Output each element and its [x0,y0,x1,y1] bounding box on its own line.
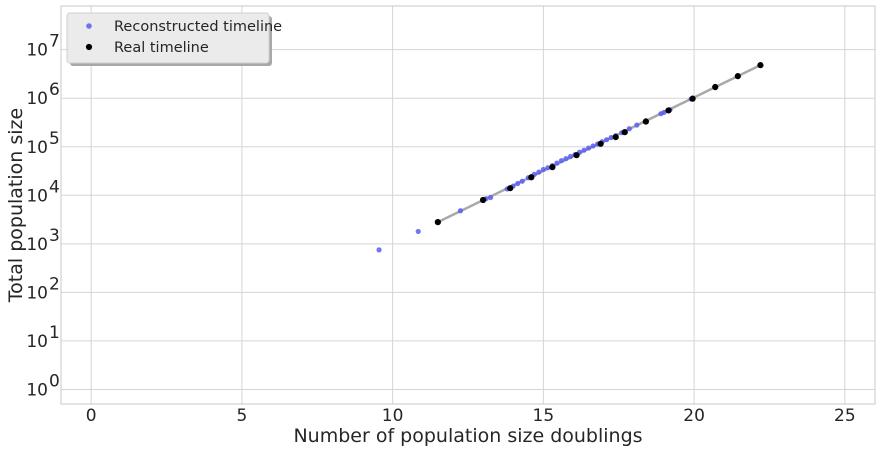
x-tick-label-2: 10 [382,406,404,426]
y-tick-label-6: 10 [26,89,48,109]
legend-marker-1 [85,43,93,51]
point-s0-16 [558,157,565,164]
legend-label-0: Reconstructed timeline [114,19,282,35]
y-tick-label-7: 10 [26,41,48,61]
legend-box [66,12,270,64]
y-tick-label-0: 10 [26,380,48,400]
point-s0-12 [540,166,546,173]
point-s1-3 [528,174,535,181]
point-s1-9 [642,118,649,125]
point-s1-14 [757,62,764,69]
point-s0-8 [519,178,525,184]
point-s0-4 [488,194,494,201]
point-s0-15 [554,160,560,166]
point-s0-17 [563,156,569,162]
point-s0-34 [661,109,667,116]
x-tick-label-1: 5 [236,406,247,426]
y-tick-label-3: 10 [26,235,48,255]
point-s1-7 [612,134,619,141]
point-s0-21 [581,147,587,153]
point-s0-13 [545,165,551,171]
y-tick-label-2: 10 [26,283,48,303]
data-points [376,62,764,253]
point-s0-31 [634,122,640,128]
point-s0-22 [585,145,592,151]
point-s1-8 [621,129,628,136]
legend: Reconstructed timeline Real timeline [66,12,282,66]
y-tick-label-5: 10 [26,138,48,158]
point-s1-0 [434,219,441,226]
x-axis-ticks: 0 5 10 15 20 25 [86,406,856,426]
y-tick-exponent-4: 4 [49,177,60,197]
point-s1-5 [573,152,580,159]
y-tick-exponent-3: 3 [49,226,60,246]
y-tick-label-4: 10 [26,186,48,206]
series-1 [434,62,764,226]
point-s1-10 [665,107,672,114]
point-s0-11 [536,169,542,175]
y-axis-label: Total population size [5,108,27,303]
point-s1-11 [689,95,696,102]
legend-label-1: Real timeline [114,40,209,56]
y-tick-exponent-2: 2 [49,274,60,294]
x-tick-label-3: 15 [533,406,555,426]
point-s0-30 [626,126,632,132]
point-s0-27 [608,134,614,141]
y-tick-exponent-6: 6 [49,80,60,100]
point-s0-1 [415,228,421,235]
point-s0-18 [567,153,574,160]
point-s0-0 [376,247,382,253]
point-s1-1 [479,196,487,204]
x-tick-label-5: 25 [834,406,856,426]
point-s1-13 [734,73,741,80]
plot-frame [60,5,876,405]
gridlines [61,6,875,404]
point-s0-23 [590,143,596,149]
y-tick-label-1: 10 [26,332,48,352]
point-s1-4 [549,164,556,171]
x-tick-label-4: 20 [683,406,705,426]
x-tick-label-0: 0 [86,406,97,426]
point-s1-6 [597,140,604,147]
x-axis-label: Number of population size doublings [293,425,642,447]
point-s1-2 [507,185,514,192]
y-tick-exponent-1: 1 [49,323,60,343]
point-s0-26 [604,137,610,143]
point-s1-12 [712,83,719,91]
point-s0-2 [457,208,464,214]
y-tick-exponent-5: 5 [49,129,60,149]
legend-marker-0 [86,23,92,29]
y-tick-exponent-7: 7 [49,32,60,52]
point-s0-7 [515,180,521,187]
y-tick-exponent-0: 0 [49,371,60,391]
